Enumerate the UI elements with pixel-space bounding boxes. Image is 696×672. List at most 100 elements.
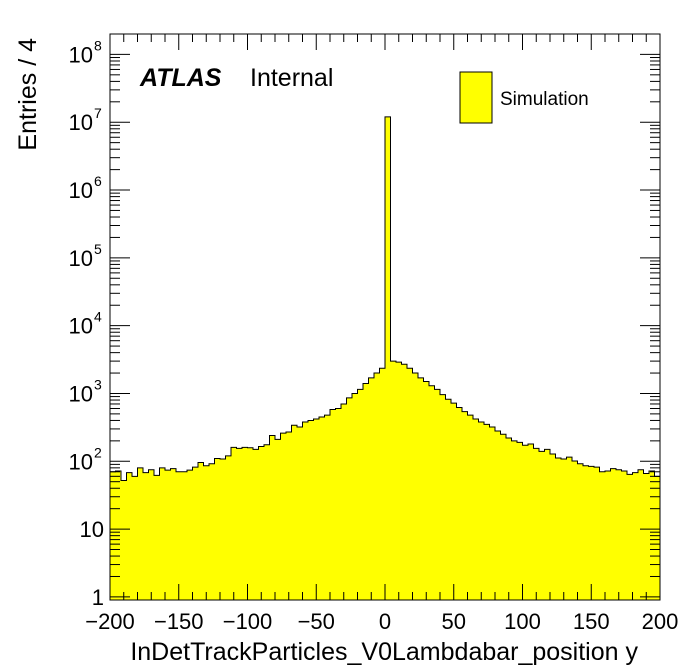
y-tick-label: 10 xyxy=(69,110,93,135)
histogram-bar xyxy=(264,444,270,600)
y-tick-label: 10 xyxy=(69,42,93,67)
y-tick-exponent: 8 xyxy=(94,37,102,53)
histogram-bar xyxy=(566,457,572,600)
histogram-bar xyxy=(341,403,347,600)
histogram-bar xyxy=(456,407,462,600)
y-tick-exponent: 5 xyxy=(94,241,102,257)
histogram-bar xyxy=(258,446,264,600)
legend-swatch xyxy=(459,71,493,124)
histogram-bar xyxy=(654,476,660,600)
histogram-bar xyxy=(280,433,286,600)
histogram-bar xyxy=(357,389,363,600)
histogram-bar xyxy=(555,457,561,600)
y-tick-label: 1 xyxy=(92,585,104,610)
histogram-bar xyxy=(231,447,237,600)
histogram-bar xyxy=(643,473,649,600)
histogram-bar xyxy=(319,416,325,600)
y-axis-title: Entries / 4 xyxy=(14,38,42,151)
histogram-bar xyxy=(368,377,374,600)
histogram-bar xyxy=(352,393,358,600)
internal-label: Internal xyxy=(250,64,333,92)
histogram-bar xyxy=(599,471,605,600)
histogram-bar xyxy=(192,467,198,600)
legend-label: Simulation xyxy=(500,89,589,110)
histogram-bar xyxy=(489,427,495,600)
histogram-bar xyxy=(308,420,314,600)
histogram-bar xyxy=(236,448,242,600)
histogram-bar xyxy=(583,465,589,600)
y-tick-exponent: 6 xyxy=(94,173,102,189)
histogram-bar xyxy=(170,468,176,600)
x-tick-label: −200 xyxy=(85,609,135,634)
histogram-bar xyxy=(423,381,429,600)
histogram-bar xyxy=(346,397,352,600)
histogram-bar xyxy=(539,451,545,600)
histogram-bar xyxy=(522,445,528,600)
histogram-bar xyxy=(616,469,622,600)
histogram-bar xyxy=(484,424,490,600)
histogram-bar xyxy=(473,419,479,600)
histogram-bar xyxy=(181,471,187,600)
histogram-bar xyxy=(605,470,611,600)
histogram-bar xyxy=(154,475,160,600)
x-tick-label: −50 xyxy=(298,609,335,634)
histogram-bar xyxy=(462,411,468,600)
histogram-bar xyxy=(638,469,644,600)
y-tick-label: 10 xyxy=(69,381,93,406)
histogram-bar xyxy=(445,399,451,600)
histogram-bar xyxy=(253,449,259,600)
histogram-bar xyxy=(242,447,248,600)
axis-ticks xyxy=(109,33,661,600)
atlas-label: ATLAS xyxy=(139,64,222,92)
x-tick-label: 150 xyxy=(573,609,610,634)
histogram-bar xyxy=(451,403,457,600)
histogram-bar xyxy=(561,459,567,600)
y-tick-exponent: 7 xyxy=(94,105,102,121)
y-tick-label: 10 xyxy=(69,314,93,339)
histogram-bar xyxy=(126,472,132,600)
histogram-bar xyxy=(401,364,407,600)
histogram-bar xyxy=(330,409,336,600)
histogram-bar xyxy=(610,468,616,600)
x-tick-label: 200 xyxy=(642,609,679,634)
histogram-bar xyxy=(203,465,209,600)
histogram-bar xyxy=(291,425,297,600)
histogram-bar xyxy=(335,408,341,600)
histogram-bar xyxy=(176,471,182,600)
histogram-bar xyxy=(187,470,193,600)
y-tick-exponent: 2 xyxy=(94,444,102,460)
histogram-bar xyxy=(500,434,506,600)
histogram-bar xyxy=(374,373,380,600)
histogram-bar xyxy=(385,116,391,601)
histogram-bar xyxy=(225,455,231,600)
histogram-bar xyxy=(506,438,512,600)
x-axis-title: InDetTrackParticles_V0Lambdabar_position… xyxy=(130,638,638,666)
histogram-bar xyxy=(544,449,550,600)
histogram-bar xyxy=(297,427,303,600)
histogram-bar xyxy=(412,373,418,600)
histogram-bar xyxy=(198,462,204,600)
histogram-bar xyxy=(302,421,308,600)
x-tick-label: −150 xyxy=(154,609,204,634)
y-tick-exponent: 3 xyxy=(94,376,102,392)
histogram-bar xyxy=(533,448,539,600)
histogram-bar xyxy=(313,419,319,600)
histogram-outline xyxy=(109,116,661,600)
y-tick-label: 10 xyxy=(69,246,93,271)
histogram-bar xyxy=(627,474,633,600)
histogram-bar xyxy=(517,442,523,600)
histogram-bar xyxy=(269,435,275,600)
histogram-bar xyxy=(594,467,600,600)
x-tick-label: 0 xyxy=(379,609,391,634)
histogram-bar xyxy=(440,394,446,600)
x-tick-label: 100 xyxy=(504,609,541,634)
histogram-bar xyxy=(478,421,484,600)
histogram-bar xyxy=(588,466,594,600)
histogram-bar xyxy=(137,467,143,600)
histogram-bar xyxy=(550,454,556,600)
histogram-bar xyxy=(495,430,501,600)
histogram-bar xyxy=(247,447,253,600)
histogram-bar xyxy=(121,480,127,600)
histogram-bar xyxy=(148,469,154,600)
